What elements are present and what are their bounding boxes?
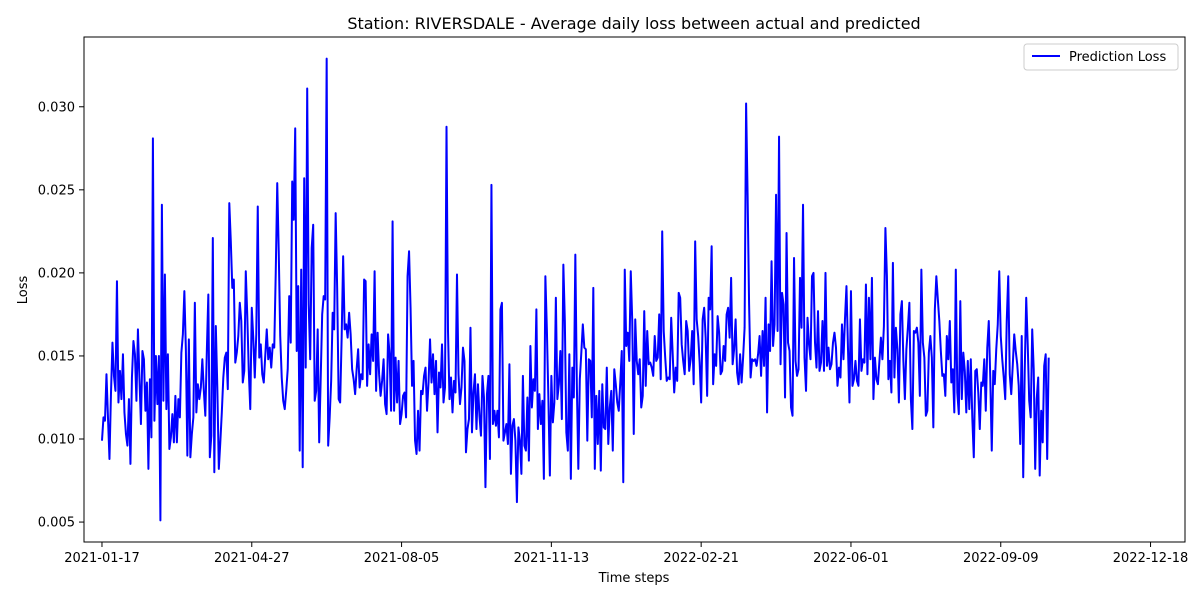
x-tick-label: 2022-09-09 [963, 551, 1039, 566]
y-axis-label: Loss [16, 276, 31, 305]
legend-label-prediction-loss: Prediction Loss [1069, 50, 1166, 65]
y-tick-label: 0.030 [38, 100, 75, 115]
x-tick-label: 2022-06-01 [813, 551, 889, 566]
chart-title: Station: RIVERSDALE - Average daily loss… [347, 14, 920, 33]
y-tick-label: 0.005 [38, 516, 75, 531]
x-tick-label: 2021-08-05 [364, 551, 440, 566]
axis-ticks: 2021-01-17 2021-04-27 2021-08-05 2021-11-13… [38, 100, 1189, 566]
legend: Prediction Loss [1023, 43, 1179, 71]
plot-frame [83, 36, 1186, 543]
x-tick-label: 2022-12-18 [1113, 551, 1189, 566]
y-tick-label: 0.025 [38, 183, 75, 198]
y-tick-label: 0.015 [38, 349, 75, 364]
x-tick-label: 2021-11-13 [514, 551, 590, 566]
legend-box [1023, 43, 1179, 71]
x-tick-label: 2021-04-27 [214, 551, 290, 566]
x-tick-label: 2022-02-21 [663, 551, 739, 566]
y-tick-label: 0.020 [38, 266, 75, 281]
y-tick-label: 0.010 [38, 433, 75, 448]
series-line-prediction-loss [100, 57, 1050, 522]
x-tick-label: 2021-01-17 [64, 551, 140, 566]
x-axis-label: Time steps [598, 571, 670, 586]
